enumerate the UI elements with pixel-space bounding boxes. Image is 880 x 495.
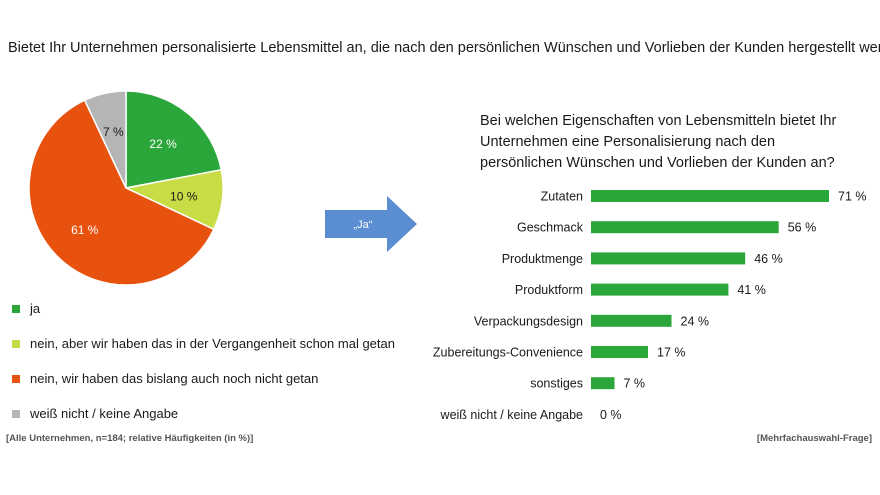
- bar-category-label: Verpackungsdesign: [474, 314, 583, 328]
- footer-note: [Alle Unternehmen, n=184; relative Häufi…: [6, 433, 254, 444]
- bar-value-label: 0 %: [600, 408, 622, 422]
- pie-slice-0: [125, 90, 223, 189]
- bar-category-label: sonstiges: [530, 377, 583, 391]
- pie-slice-3: [83, 90, 127, 189]
- pie-slice-label: 61 %: [71, 223, 99, 237]
- pie-slice-label: 7 %: [103, 125, 124, 139]
- legend-label: weiß nicht / keine Angabe: [30, 406, 179, 421]
- bar-value-label: 46 %: [754, 252, 783, 266]
- legend-swatch: [12, 410, 20, 418]
- bar: [591, 252, 746, 265]
- bar-value-label: 7 %: [624, 377, 646, 391]
- bar-value-label: 17 %: [657, 346, 686, 360]
- legend-swatch: [12, 375, 20, 383]
- pie-slice-label: 10 %: [170, 189, 198, 203]
- pie-slice-2: [28, 99, 215, 286]
- bar-category-label: Produktform: [515, 283, 583, 297]
- bar: [591, 221, 779, 234]
- bar-category-label: weiß nicht / keine Angabe: [440, 408, 583, 422]
- bar: [591, 346, 648, 358]
- legend-label: nein, wir haben das bislang auch noch ni…: [30, 371, 319, 386]
- pie-slice-label: 22 %: [149, 137, 177, 151]
- bar-value-label: 71 %: [838, 190, 867, 204]
- bar-chart-title: Bei welchen Eigenschaften von Lebensmitt…: [480, 113, 837, 171]
- bar: [591, 190, 829, 202]
- page-title: Bietet Ihr Unternehmen personalisierte L…: [8, 40, 880, 56]
- bar: [591, 314, 672, 327]
- legend-label: ja: [30, 301, 41, 316]
- bar-value-label: 24 %: [681, 314, 710, 328]
- bar: [591, 377, 615, 390]
- legend-swatch: [12, 340, 20, 348]
- arrow-right-icon: „Ja“: [325, 196, 417, 252]
- bar-category-label: Zutaten: [541, 190, 583, 204]
- bar-category-label: Geschmack: [517, 221, 584, 235]
- footer-question-type: [Mehrfachauswahl-Frage]: [756, 433, 872, 444]
- bar: [591, 283, 729, 296]
- arrow-label: „Ja“: [354, 219, 373, 231]
- bar-category-label: Produktmenge: [502, 252, 583, 266]
- legend-label: nein, aber wir haben das in der Vergange…: [30, 336, 395, 351]
- bar-value-label: 56 %: [788, 221, 817, 235]
- bar-category-label: Zubereitungs-Convenience: [433, 346, 583, 360]
- legend-swatch: [12, 305, 20, 313]
- bar-value-label: 41 %: [737, 283, 766, 297]
